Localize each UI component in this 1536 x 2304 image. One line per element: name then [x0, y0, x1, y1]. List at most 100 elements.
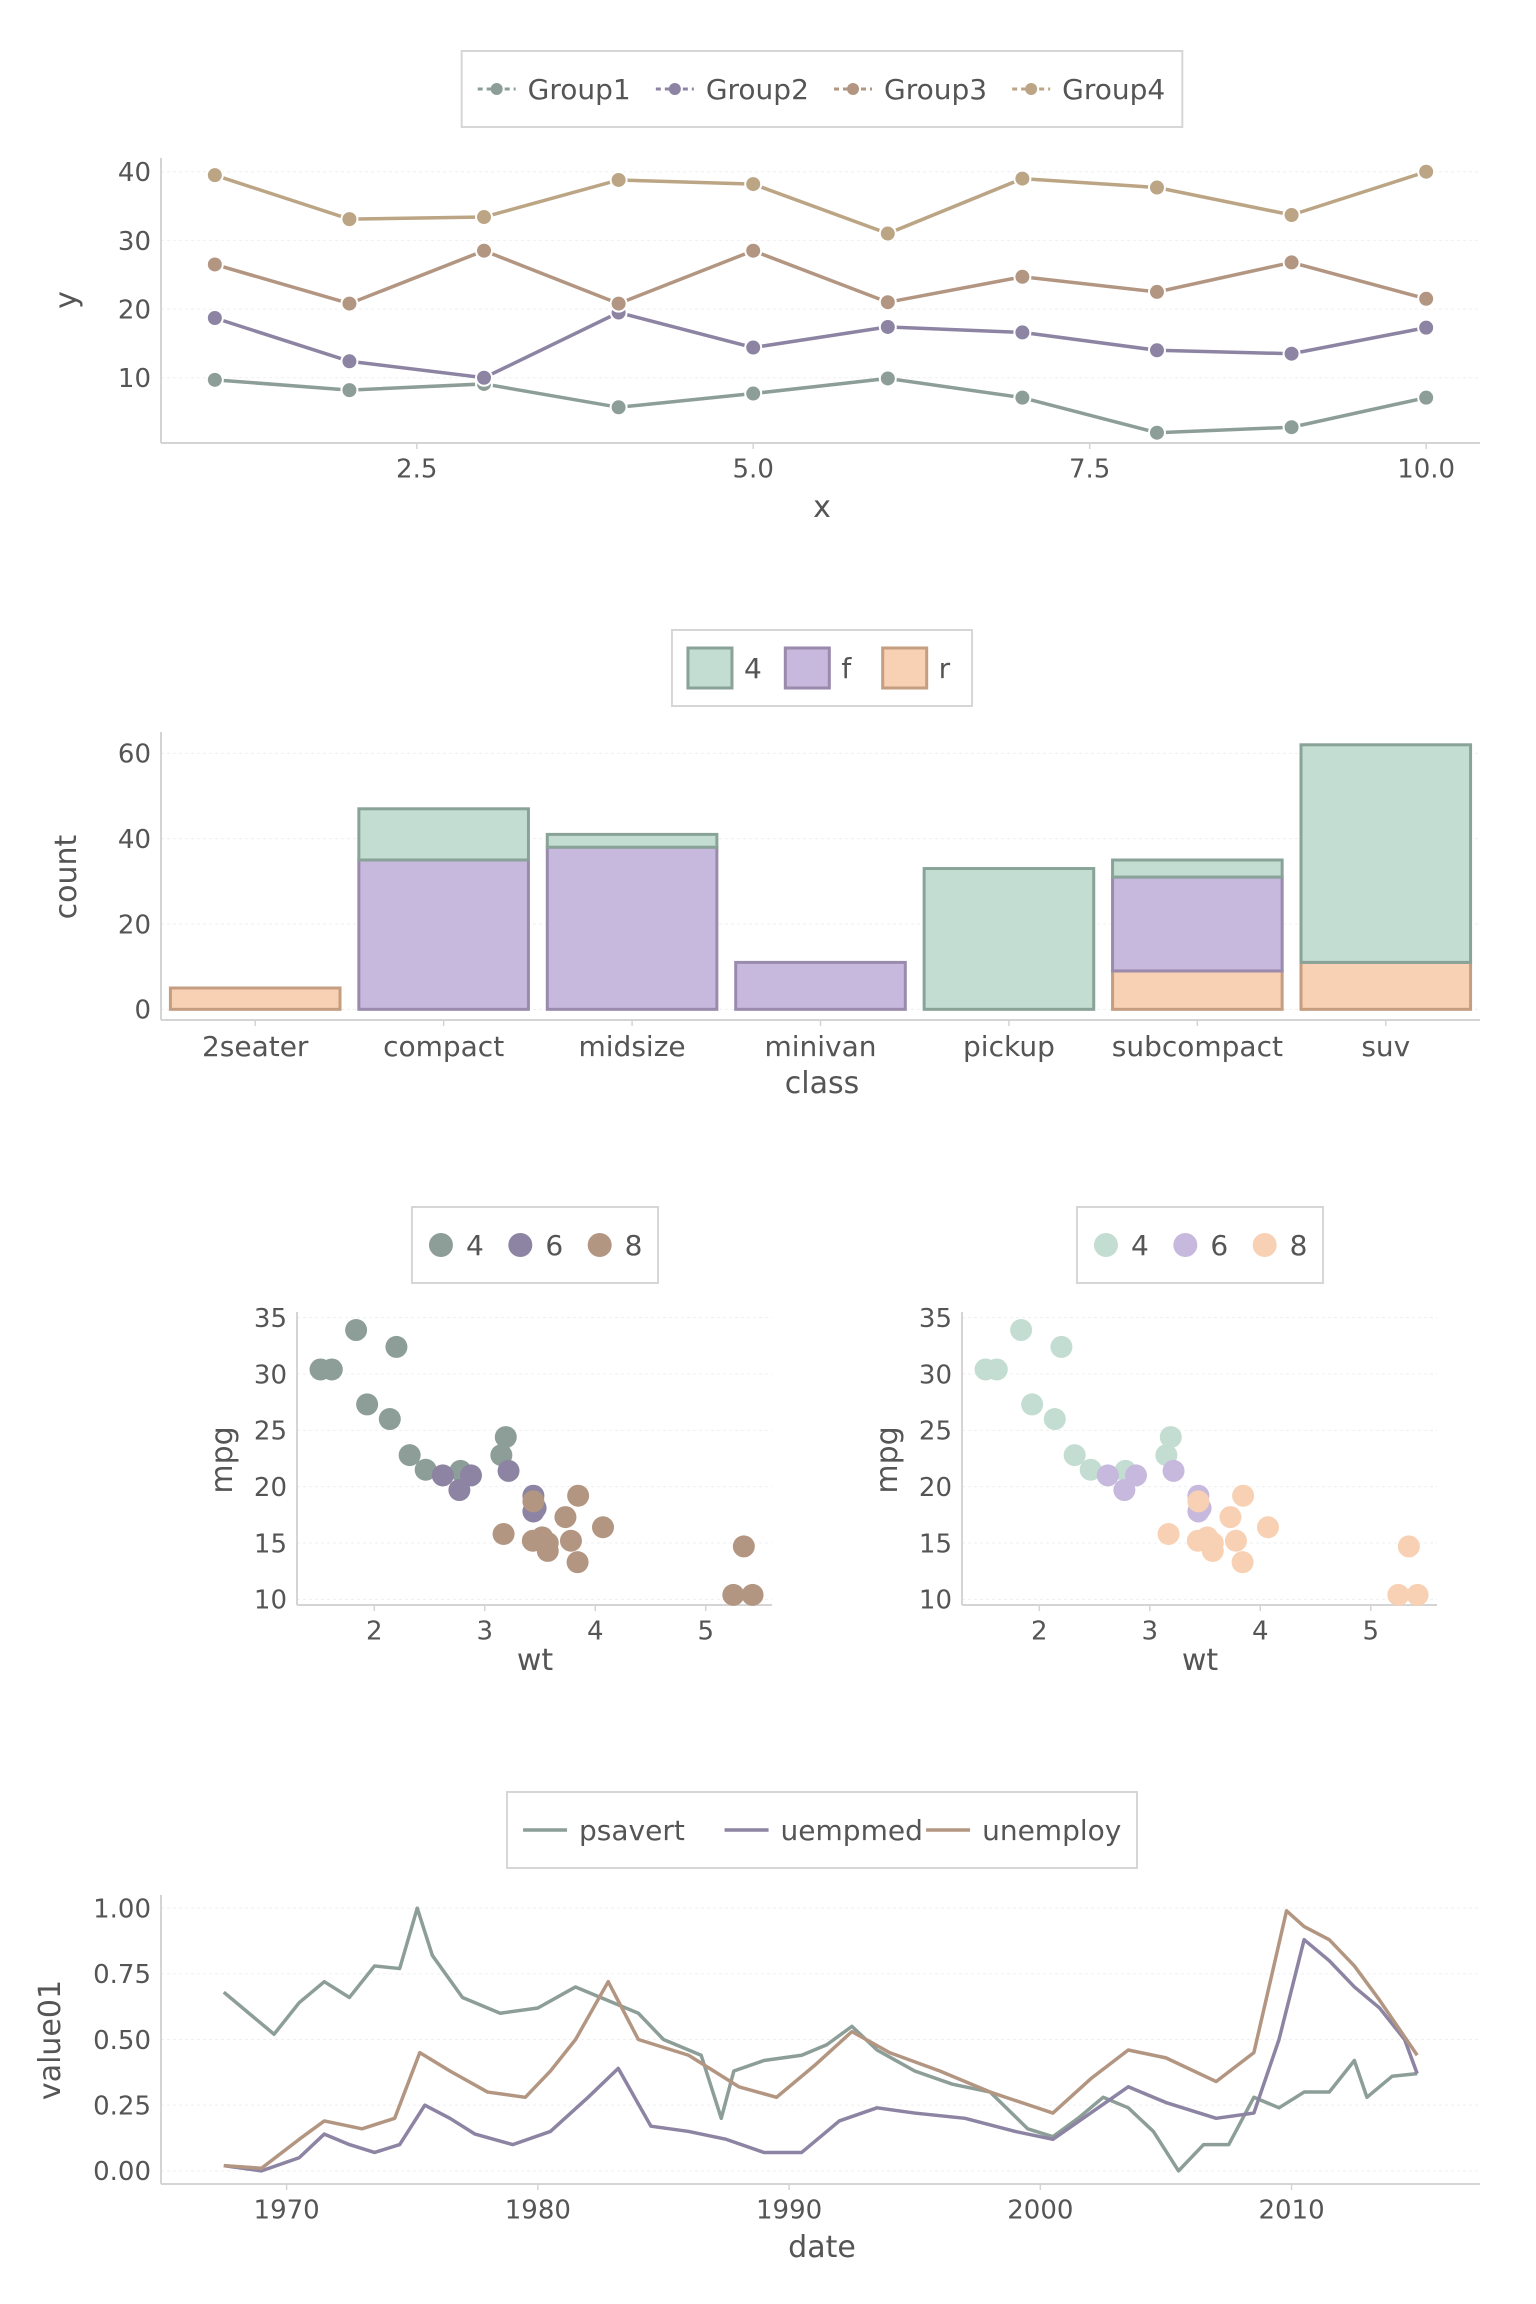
- stacked-bar-chart: 4 f r 0 20 40 60 2seater compact midsize minivan pi…: [49, 629, 1480, 1101]
- scatter-point: [448, 1479, 471, 1502]
- scatter-point: [559, 1529, 582, 1552]
- y-tick-label: 40: [118, 825, 151, 855]
- scatter-point: [1159, 1426, 1182, 1449]
- line-chart-groups: Group1 Group2 Group3 Group4 10 20 30 40 2.5 5.0 7.…: [49, 50, 1480, 525]
- scatter-point: [345, 1319, 368, 1342]
- legend-key-box: [686, 646, 734, 690]
- scatter-point: [741, 1583, 764, 1606]
- legend-label: psavert: [579, 1814, 685, 1847]
- x-axis-title: class: [785, 1066, 859, 1101]
- x-tick-label: 4: [1252, 1617, 1269, 1647]
- y-axis-title: mpg: [870, 1426, 905, 1493]
- x-axis-title: wt: [517, 1643, 554, 1678]
- data-point: [475, 368, 494, 387]
- x-tick-label: 3: [1142, 1617, 1159, 1647]
- bar-segment: [357, 807, 530, 862]
- legend-key-dot: [1093, 1233, 1118, 1257]
- data-point: [340, 352, 359, 371]
- bar-segment: [1299, 743, 1473, 964]
- y-tick-label: 30: [919, 1360, 952, 1390]
- data-point: [1417, 318, 1436, 337]
- x-tick-label: suv: [1361, 1030, 1410, 1063]
- scatter-point: [1063, 1444, 1086, 1467]
- data-point: [1147, 178, 1166, 197]
- scatter-point: [1113, 1479, 1136, 1502]
- data-point: [1417, 162, 1436, 181]
- scatter-point: [722, 1583, 745, 1606]
- data-point: [1282, 418, 1301, 437]
- scatter-chart-light: 4 6 8 10 15 20 25 30 35 2 3 4 5 wt mpg: [870, 1206, 1437, 1678]
- scatter-point: [1079, 1458, 1102, 1481]
- x-tick-label: midsize: [579, 1030, 686, 1063]
- data-point: [205, 255, 224, 274]
- data-point: [205, 166, 224, 185]
- y-tick-label: 35: [254, 1304, 287, 1334]
- data-point: [205, 309, 224, 328]
- legend-key-dot: [1252, 1233, 1277, 1257]
- data-point: [744, 338, 763, 357]
- y-tick-label: 1.00: [93, 1895, 151, 1925]
- y-tick-label: 30: [254, 1360, 287, 1390]
- legend-key-dot: [1025, 83, 1038, 95]
- x-tick-label: 5.0: [733, 455, 774, 485]
- series-line: [214, 248, 1427, 306]
- legend-key-dot: [490, 83, 503, 95]
- legend-label: 4: [466, 1229, 484, 1262]
- x-tick-label: 1990: [756, 2196, 822, 2226]
- bar-segment: [545, 832, 719, 849]
- y-tick-label: 0: [134, 996, 151, 1026]
- scatter-point: [1050, 1335, 1073, 1358]
- scatter-point: [554, 1506, 577, 1529]
- scatter-point: [1201, 1532, 1224, 1555]
- scatter-point: [1157, 1523, 1180, 1545]
- scatter-point: [1010, 1319, 1033, 1342]
- bar-segment: [357, 858, 530, 1011]
- series-line: [223, 1909, 1419, 2170]
- x-tick-label: subcompact: [1112, 1030, 1283, 1063]
- scatter-point: [1406, 1583, 1429, 1606]
- data-point: [1013, 388, 1032, 407]
- data-point: [878, 317, 897, 336]
- x-tick-label: 5: [1362, 1617, 1379, 1647]
- legend-key-dot: [508, 1233, 533, 1257]
- scatter-point: [1397, 1535, 1420, 1558]
- y-tick-label: 60: [118, 740, 151, 770]
- x-tick-label: compact: [383, 1030, 504, 1063]
- legend-label: 4: [1131, 1229, 1149, 1262]
- scatter-point: [1387, 1583, 1410, 1606]
- x-tick-label: 4: [587, 1617, 604, 1647]
- data-point: [609, 398, 628, 417]
- scatter-point: [1224, 1529, 1247, 1552]
- x-tick-label: 10.0: [1397, 455, 1455, 485]
- scatter-point: [1162, 1459, 1185, 1482]
- y-tick-label: 30: [118, 227, 151, 257]
- scatter-point: [1021, 1393, 1044, 1416]
- scatter-point: [1043, 1408, 1066, 1431]
- timeseries-line-chart: psavert uempmed unemploy 0.00 0.25 0.50 0.75 1.…: [33, 1791, 1480, 2265]
- series-line: [214, 376, 1427, 435]
- data-point: [744, 384, 763, 403]
- data-point: [609, 294, 628, 313]
- data-point: [1417, 388, 1436, 407]
- scatter-point: [1231, 1551, 1254, 1574]
- legend: [506, 1791, 1138, 1869]
- scatter-point: [378, 1408, 401, 1431]
- data-point: [878, 369, 897, 388]
- y-tick-label: 10: [118, 364, 151, 394]
- bar-segment: [168, 986, 342, 1011]
- scatter-point: [414, 1458, 437, 1481]
- data-point: [475, 208, 494, 227]
- x-tick-label: 1970: [254, 2196, 320, 2226]
- x-tick-label: 2.5: [396, 455, 437, 485]
- scatter-point: [591, 1516, 614, 1539]
- y-tick-label: 15: [919, 1529, 952, 1559]
- legend: [1075, 1206, 1325, 1284]
- data-point: [1147, 423, 1166, 442]
- x-tick-label: 2: [1031, 1617, 1048, 1647]
- scatter-point: [431, 1464, 454, 1487]
- bar-segment: [1111, 969, 1284, 1011]
- y-tick-label: 0.25: [93, 2092, 151, 2122]
- legend-label: 6: [1210, 1229, 1228, 1262]
- legend-key-dot: [847, 83, 859, 95]
- x-tick-label: pickup: [963, 1030, 1055, 1063]
